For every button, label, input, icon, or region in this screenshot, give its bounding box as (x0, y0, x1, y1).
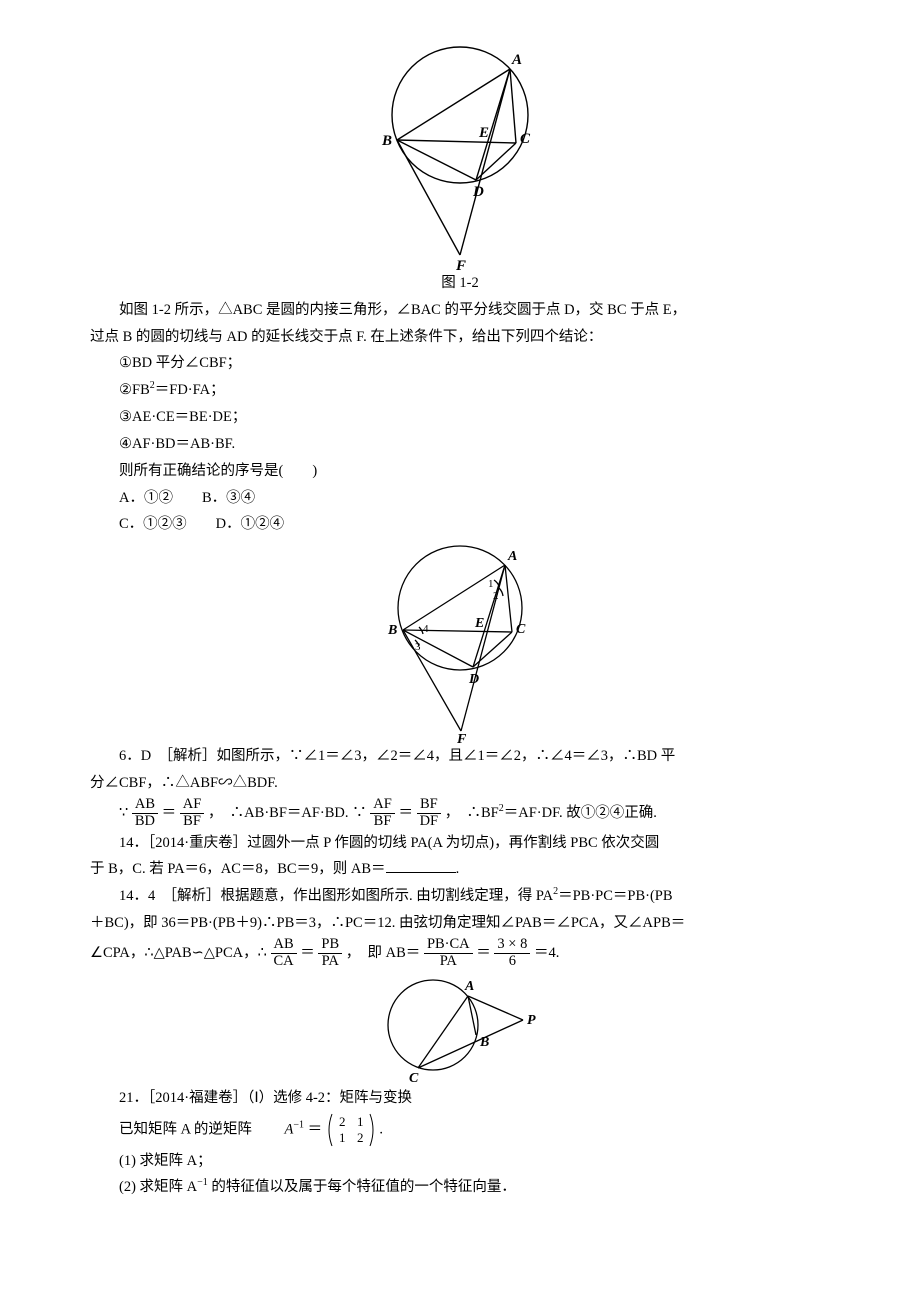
blank-input (386, 859, 456, 873)
q6-intro: 如图 1-2 所示，△ABC 是圆的内接三角形，∠BAC 的平分线交圆于点 D，… (90, 297, 830, 351)
q6-ask: 则所有正确结论的序号是( ) (90, 458, 830, 485)
fig2-labels: A B C D E F (387, 549, 526, 743)
q6-s3: ③AE·CE＝BE·DE； (90, 404, 830, 431)
figure-1: A B C D E F 图 1-2 (90, 40, 830, 297)
q6-s4: ④AF·BD＝AB·BF. (90, 431, 830, 458)
q6-line2: 过点 B 的圆的切线与 AD 的延长线交于点 F. 在上述条件下，给出下列四个结… (90, 329, 602, 345)
q6-s2: ②FB2＝FD·FA； (90, 377, 830, 404)
q21-part1: (1) 求矩阵 A； (90, 1148, 830, 1175)
label-F: F (455, 258, 466, 270)
label-C: C (520, 131, 531, 147)
svg-text:2: 2 (339, 1114, 346, 1129)
frac-38-6: 3 × 86 (494, 937, 530, 970)
fig2-svg: A B C D E F 1 2 3 4 (365, 538, 555, 743)
sol6-eq: ∵ ABBD ＝ AFBF ， ∴AB·BF＝AF·BD. ∵ AFBF ＝ B… (119, 797, 830, 830)
label-D: D (472, 184, 484, 200)
svg-text:A: A (464, 979, 474, 994)
fig3-lines (418, 996, 523, 1068)
svg-text:F: F (456, 732, 467, 743)
svg-text:1: 1 (339, 1130, 346, 1145)
sol6: 6．D ［解析］如图所示，∵∠1＝∠3，∠2＝∠4，且∠1＝∠2，∴∠4＝∠3，… (90, 743, 830, 797)
svg-text:2: 2 (493, 590, 499, 602)
svg-text:A: A (507, 549, 517, 564)
frac-ab-ca: ABCA (271, 937, 297, 970)
fig2-angle-nums: 1 2 3 4 (415, 578, 499, 653)
frac-pbca-pa: PB·CAPA (424, 937, 473, 970)
svg-text:C: C (409, 1071, 419, 1085)
figure-3: A B C P (90, 970, 830, 1085)
q6-optA: A．①② B．③④ (90, 485, 830, 512)
fig1-circle (392, 47, 528, 183)
svg-text:3: 3 (415, 641, 421, 653)
sol14: 14．4 ［解析］根据题意，作出图形如图所示. 由切割线定理，得 PA2＝PB·… (90, 883, 830, 970)
svg-text:B: B (479, 1035, 489, 1050)
q21-part2: (2) 求矩阵 A−1 的特征值以及属于每个特征值的一个特征向量． (90, 1174, 830, 1201)
fig1-lines (397, 69, 516, 255)
label-A: A (511, 52, 522, 68)
matrix-A-inverse: A−1 ＝ 2 1 1 2 (256, 1112, 376, 1148)
q6-line1: 如图 1-2 所示，△ABC 是圆的内接三角形，∠BAC 的平分线交圆于点 D，… (90, 297, 686, 324)
fig3-svg: A B C P (373, 970, 548, 1085)
label-E: E (478, 125, 489, 141)
q6-s1: ①BD 平分∠CBF； (90, 350, 830, 377)
label-B: B (381, 133, 392, 149)
frac-pb-pa: PBPA (318, 937, 342, 970)
frac-af-bf: AFBF (180, 797, 205, 830)
svg-text:1: 1 (357, 1114, 364, 1129)
svg-text:E: E (474, 616, 484, 631)
fig1-caption: 图 1-2 (90, 270, 830, 297)
svg-text:C: C (516, 622, 526, 637)
q6-optC: C．①②③ D．①②④ (90, 511, 830, 538)
matrix-paren-icon: 2 1 1 2 (326, 1112, 376, 1148)
svg-text:D: D (468, 672, 479, 687)
q14: 14．［2014·重庆卷］过圆外一点 P 作圆的切线 PA(A 为切点)，再作割… (90, 830, 830, 884)
frac-af-bf2: AFBF (370, 797, 395, 830)
svg-text:4: 4 (423, 623, 429, 635)
svg-text:P: P (527, 1013, 536, 1028)
svg-text:1: 1 (488, 578, 494, 590)
frac-bf-df: BFDF (417, 797, 442, 830)
figure-2: A B C D E F 1 2 3 4 (90, 538, 830, 743)
q21-title: 21．［2014·福建卷］（Ⅰ）选修 4-2：矩阵与变换 (90, 1085, 830, 1112)
q21-line: 已知矩阵 A 的逆矩阵 A−1 ＝ 2 1 1 2 . (90, 1112, 830, 1148)
fig1-labels: A B C D E F (381, 52, 531, 270)
svg-text:B: B (387, 623, 397, 638)
fig1-svg: A B C D E F (360, 40, 560, 270)
svg-text:2: 2 (357, 1130, 364, 1145)
frac-ab-bd: ABBD (132, 797, 158, 830)
